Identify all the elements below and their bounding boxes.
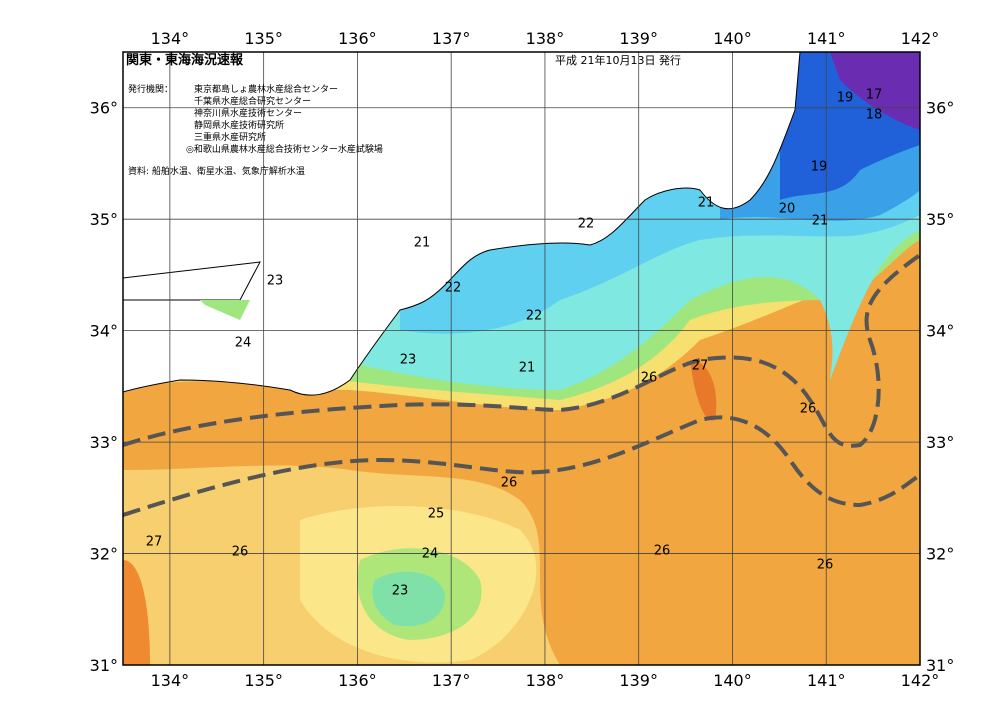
kuroshio	[123, 253, 920, 517]
lon-tick-label: 139°	[619, 671, 658, 690]
lon-tick-label: 137°	[432, 29, 471, 48]
source: 資料: 船舶水温、衛星水温、気象庁解析水温	[128, 165, 305, 177]
contour-label: 22	[526, 309, 543, 324]
contour-label: 19	[811, 160, 828, 175]
contour-label: 23	[400, 353, 417, 368]
issuer: 静岡県水産技術研究所	[194, 119, 284, 131]
issue-date: 平成 21年10月13日 発行	[555, 53, 681, 67]
contour-label: 20	[779, 202, 796, 217]
land	[123, 210, 140, 245]
contour-label: 27	[146, 535, 163, 550]
lon-tick-label: 135°	[244, 29, 283, 48]
lon-tick-label: 140°	[713, 671, 752, 690]
lon-tick-label: 135°	[244, 671, 283, 690]
lat-tick-label: 32°	[926, 545, 954, 564]
kuroshio-outer	[123, 415, 920, 517]
contour-label: 21	[812, 214, 829, 229]
issuers: 東京都島しょ農林水産総合センター千葉県水産総合研究センター神奈川県水産技術センタ…	[186, 83, 383, 155]
contour-label: 26	[232, 545, 249, 560]
lat-tick-label: 33°	[926, 433, 954, 452]
lon-tick-label: 141°	[807, 29, 846, 48]
lat-tick-label: 36°	[926, 99, 954, 118]
lat-tick-label: 31°	[926, 656, 954, 675]
contour-label: 25	[428, 507, 445, 522]
contour-label: 23	[392, 584, 409, 599]
lon-tick-label: 138°	[526, 671, 565, 690]
lon-tick-label: 134°	[151, 671, 190, 690]
contour-label: 22	[578, 217, 595, 232]
contour-label: 21	[414, 236, 431, 251]
warm-water	[690, 360, 717, 421]
land	[123, 52, 801, 396]
axes: 134° 134° 135° 135° 136° 136° 137° 137° 138° 138°…	[90, 29, 955, 690]
lat-tick-label: 32°	[90, 545, 118, 564]
lon-tick-label: 134°	[151, 29, 190, 48]
contour-label: 26	[641, 371, 658, 386]
coastal-water	[200, 300, 250, 320]
contour-label: 18	[866, 108, 883, 123]
cold-water	[372, 571, 445, 627]
contour-label: 26	[800, 402, 817, 417]
lon-tick-label: 140°	[713, 29, 752, 48]
contour-label: 23	[267, 274, 284, 289]
contour-label: 26	[654, 544, 671, 559]
issuer: 神奈川県水産技術センター	[194, 107, 302, 119]
contour-label: 19	[837, 91, 854, 106]
lon-tick-label: 137°	[432, 671, 471, 690]
issuer: 東京都島しょ農林水産総合センター	[194, 83, 338, 95]
title: 関東・東海海況速報	[126, 52, 244, 68]
frame	[122, 51, 921, 666]
contour-label: 22	[445, 281, 462, 296]
lat-tick-label: 34°	[926, 322, 954, 341]
contour-label: 24	[422, 547, 439, 562]
contour-label: 26	[817, 558, 834, 573]
sst-field	[123, 52, 920, 665]
issuer-label: 発行機関：	[128, 83, 173, 95]
lon-tick-label: 139°	[619, 29, 658, 48]
lon-tick-label: 136°	[338, 671, 377, 690]
contour-label: 26	[501, 476, 518, 491]
kuroshio-inner	[123, 253, 920, 448]
contour-label: 21	[519, 361, 536, 376]
issuer: ◎和歌山県農林水産総合技術センター水産試験場	[186, 143, 383, 155]
contour-label: 24	[235, 336, 252, 351]
lat-tick-label: 31°	[90, 656, 118, 675]
lon-tick-label: 142°	[901, 671, 940, 690]
contour-label: 21	[698, 196, 715, 211]
warm-water	[123, 560, 150, 665]
lon-tick-label: 141°	[807, 671, 846, 690]
lat-tick-label: 34°	[90, 322, 118, 341]
lon-tick-label: 138°	[526, 29, 565, 48]
lat-tick-label: 35°	[90, 210, 118, 229]
issuer: 三重県水産研究所	[194, 131, 266, 143]
lat-tick-label: 36°	[90, 99, 118, 118]
cold-water	[830, 52, 920, 130]
lon-tick-label: 136°	[338, 29, 377, 48]
contour-labels: 23 24 21 22 22 22 23 21 21 19 17 18 19 20 21 26 27 26 26 25…	[146, 88, 883, 599]
lat-tick-label: 35°	[926, 210, 954, 229]
issuer: 千葉県水産総合研究センター	[194, 95, 311, 107]
contour-label: 17	[866, 88, 883, 103]
contour-label: 27	[692, 359, 709, 374]
lat-tick-label: 33°	[90, 433, 118, 452]
lon-tick-label: 142°	[901, 29, 940, 48]
